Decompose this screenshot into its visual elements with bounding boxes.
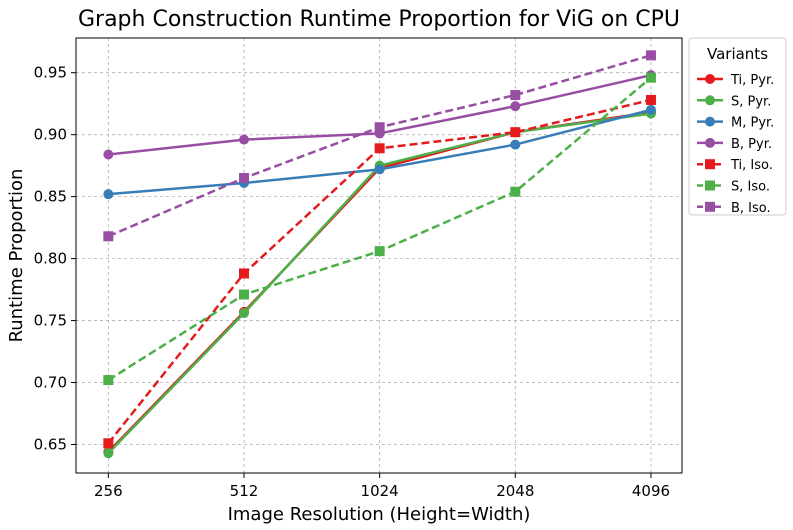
legend-item: S, Iso. [697, 180, 770, 195]
data-point [238, 134, 249, 145]
data-point [374, 246, 385, 257]
y-tick-label: 0.85 [34, 188, 67, 206]
data-point [103, 375, 114, 386]
data-point [645, 50, 656, 61]
legend-marker [705, 95, 715, 106]
data-point [374, 143, 385, 154]
legend-label: Ti, Pyr. [730, 73, 774, 88]
y-tick-label: 0.90 [34, 126, 67, 144]
legend-label: S, Pyr. [731, 94, 771, 109]
data-point [645, 72, 656, 83]
data-point [238, 173, 249, 184]
legend-label: B, Pyr. [731, 137, 772, 152]
data-point [510, 186, 521, 197]
x-tick-label: 256 [94, 482, 123, 500]
legend-item: B, Iso. [697, 201, 771, 216]
y-axis-label: Runtime Proportion [6, 169, 27, 343]
x-tick-label: 4096 [632, 482, 670, 500]
data-point [103, 189, 114, 200]
legend-title: Variants [707, 45, 768, 63]
series-layer [103, 50, 656, 459]
legend-item: Ti, Iso. [697, 158, 773, 173]
x-tick-label: 2048 [496, 482, 534, 500]
series-ti-iso [103, 94, 656, 449]
legend-label: Ti, Iso. [730, 158, 773, 173]
y-tick-label: 0.75 [34, 312, 67, 330]
legend-marker [705, 116, 715, 127]
legend-item: B, Pyr. [697, 137, 772, 152]
data-point [374, 164, 385, 175]
data-point [238, 268, 249, 279]
legend-item: M, Pyr. [697, 116, 774, 131]
data-point [645, 104, 656, 115]
y-tick-label: 0.80 [34, 250, 67, 268]
y-tick-label: 0.95 [34, 64, 67, 82]
legend-item: Ti, Pyr. [697, 73, 774, 88]
series-m-pyr [103, 104, 656, 200]
legend-label: B, Iso. [731, 201, 771, 216]
series-s-iso [103, 72, 656, 386]
legend-marker [705, 137, 715, 148]
data-point [374, 122, 385, 133]
data-point [238, 289, 249, 300]
legend-label: S, Iso. [731, 180, 770, 195]
ticks: 256 512 1024 2048 4096 0.65 0.70 0.75 0.80 0.85 0.… [34, 64, 670, 500]
x-axis-label: Image Resolution (Height=Width) [228, 504, 531, 525]
plot-frame [75, 37, 683, 474]
legend-item: S, Pyr. [697, 94, 771, 109]
legend-marker [705, 74, 715, 84]
legend: Variants Ti, Pyr. S, Pyr. M, Pyr. B, Pyr. Ti… [688, 37, 787, 216]
x-tick-label: 1024 [361, 482, 399, 500]
series-b-iso [103, 50, 656, 242]
chart-title: Graph Construction Runtime Proportion fo… [78, 7, 680, 32]
data-point [510, 101, 521, 112]
legend-marker [705, 180, 715, 191]
legend-marker [705, 201, 715, 212]
y-tick-label: 0.65 [34, 435, 67, 453]
data-point [510, 90, 521, 101]
data-point [645, 94, 656, 105]
data-point [510, 127, 521, 138]
data-point [103, 438, 114, 449]
legend-marker [705, 159, 715, 170]
y-tick-label: 0.70 [34, 374, 67, 392]
data-point [238, 308, 249, 319]
data-point [510, 139, 521, 150]
legend-label: M, Pyr. [731, 116, 774, 131]
data-point [103, 448, 114, 459]
data-point [103, 149, 114, 160]
data-point [103, 231, 114, 242]
x-tick-label: 512 [230, 482, 259, 500]
